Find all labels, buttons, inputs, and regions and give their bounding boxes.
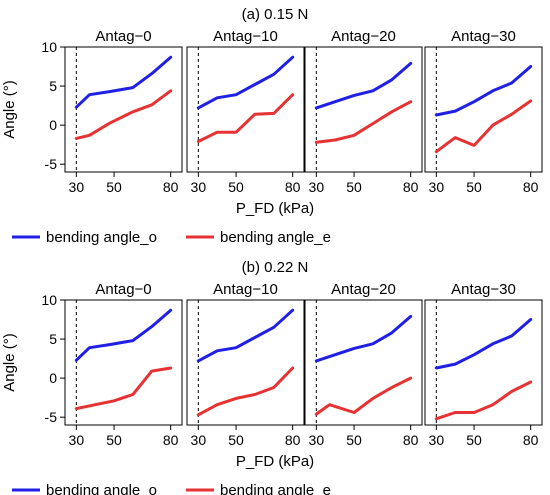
legend-label-bending-angle-e: bending angle_e (220, 229, 331, 246)
x-tick-label: 30 (429, 432, 445, 448)
x-tick-label: 80 (285, 432, 301, 448)
series-line-bending-angle-o (74, 308, 173, 362)
series-line-bending-angle-e (314, 100, 413, 144)
x-tick-label: 80 (403, 179, 419, 195)
x-tick-label: 50 (346, 179, 362, 195)
y-tick-label: 5 (49, 78, 57, 94)
x-tick-label: 30 (309, 179, 325, 195)
panel-frame (304, 46, 423, 173)
panel-frame (186, 299, 305, 426)
panel-title: Antag−20 (331, 281, 396, 298)
panel-frame (186, 46, 305, 173)
x-tick-label: 80 (163, 432, 179, 448)
series-line-bending-angle-o (434, 65, 533, 117)
legend-label-bending-angle-o: bending angle_o (46, 482, 157, 495)
panel-title: Antag−0 (95, 28, 151, 45)
x-tick-label: 50 (466, 179, 482, 195)
x-tick-label: 50 (346, 432, 362, 448)
x-axis-label: P_FD (kPa) (236, 200, 314, 217)
y-tick-label: 0 (49, 370, 57, 386)
x-tick-label: 80 (163, 179, 179, 195)
figure-title: (a) 0.15 N (242, 6, 309, 23)
x-tick-label: 30 (191, 179, 207, 195)
y-tick-label: 5 (49, 331, 57, 347)
series-line-bending-angle-e (196, 93, 295, 143)
series-line-bending-angle-e (434, 99, 533, 154)
panel-title: Antag−0 (95, 281, 151, 298)
x-axis-label: P_FD (kPa) (236, 453, 314, 470)
series-line-bending-angle-e (196, 366, 295, 417)
y-axis-label: Angle (°) (1, 333, 18, 392)
series-line-bending-angle-o (196, 55, 295, 110)
series-line-bending-angle-e (74, 89, 173, 140)
y-tick-label: -5 (45, 156, 58, 172)
panel-title: Antag−20 (331, 28, 396, 45)
panel-frame (64, 46, 183, 173)
series-line-bending-angle-o (314, 61, 413, 110)
series-line-bending-angle-e (434, 380, 533, 421)
x-tick-label: 80 (523, 179, 539, 195)
figure-title: (b) 0.22 N (242, 259, 309, 276)
x-tick-label: 50 (106, 179, 122, 195)
x-tick-label: 30 (69, 432, 85, 448)
x-tick-label: 30 (69, 179, 85, 195)
panel-frame (64, 299, 183, 426)
x-tick-label: 50 (106, 432, 122, 448)
panel-title: Antag−10 (213, 281, 278, 298)
x-tick-label: 30 (429, 179, 445, 195)
series-line-bending-angle-o (314, 314, 413, 363)
x-tick-label: 30 (309, 432, 325, 448)
y-axis-label: Angle (°) (1, 80, 18, 139)
panel-frame (424, 46, 543, 173)
x-tick-label: 50 (466, 432, 482, 448)
x-tick-label: 80 (523, 432, 539, 448)
panel-frame (304, 299, 423, 426)
y-tick-label: 10 (41, 292, 57, 308)
legend-label-bending-angle-o: bending angle_o (46, 229, 157, 246)
panel-title: Antag−10 (213, 28, 278, 45)
y-tick-label: 0 (49, 117, 57, 133)
x-tick-label: 80 (403, 432, 419, 448)
panel-title: Antag−30 (451, 28, 516, 45)
legend-label-bending-angle-e: bending angle_e (220, 482, 331, 495)
x-tick-label: 30 (191, 432, 207, 448)
y-tick-label: 10 (41, 39, 57, 55)
panel-title: Antag−30 (451, 281, 516, 298)
series-line-bending-angle-o (196, 308, 295, 363)
series-line-bending-angle-e (314, 376, 413, 416)
series-line-bending-angle-e (74, 366, 173, 411)
y-tick-label: -5 (45, 409, 58, 425)
panel-frame (424, 299, 543, 426)
x-tick-label: 50 (228, 432, 244, 448)
series-line-bending-angle-o (434, 318, 533, 370)
series-line-bending-angle-o (74, 55, 173, 109)
x-tick-label: 50 (228, 179, 244, 195)
x-tick-label: 80 (285, 179, 301, 195)
